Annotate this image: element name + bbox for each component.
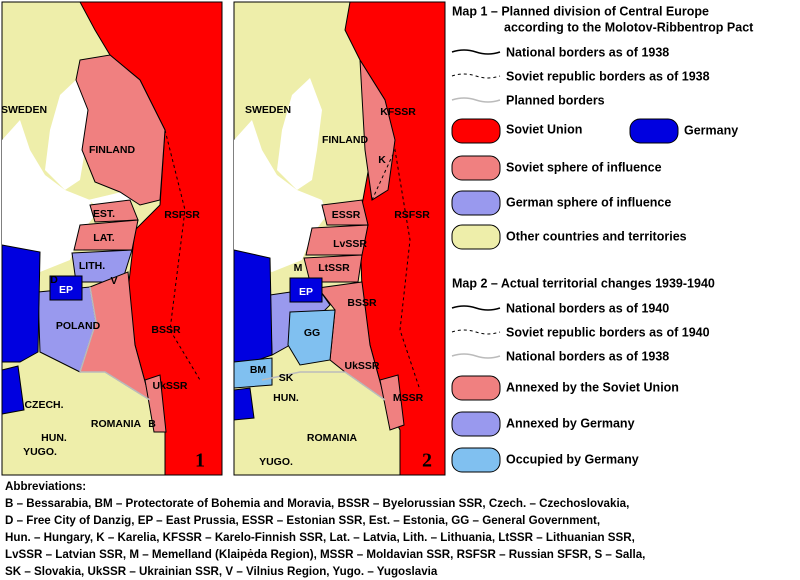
map-number: 1 xyxy=(195,450,205,472)
abbreviation-line: Hun. – Hungary, K – Karelia, KFSSR – Kar… xyxy=(5,531,635,544)
map-label: FINLAND xyxy=(322,134,368,146)
legend-line xyxy=(451,73,501,79)
legend-label: Germany xyxy=(684,123,738,137)
germany xyxy=(233,249,273,363)
map-label: ESSR xyxy=(332,209,361,221)
legend-label: Planned borders xyxy=(506,93,605,107)
east-prussia xyxy=(289,277,323,303)
map-label: ROMANIA xyxy=(307,432,358,444)
map-label: RSFSR xyxy=(394,209,430,221)
sea xyxy=(234,120,327,272)
map-number: 2 xyxy=(422,450,432,472)
germany xyxy=(233,387,255,421)
legend-title: Map 1 – Planned division of Central Euro… xyxy=(452,4,709,18)
map-label: B xyxy=(148,418,156,430)
abbreviations: Abbreviations: B – Bessarabia, BM – Prot… xyxy=(5,480,645,578)
map-label: UkSSR xyxy=(152,380,187,392)
map-label: POLAND xyxy=(56,320,101,332)
soviet-republic-border xyxy=(371,148,421,391)
legend-swatch xyxy=(629,118,679,144)
legend-label: National borders as of 1938 xyxy=(506,349,669,363)
legend-swatch xyxy=(451,155,501,181)
legend-swatch xyxy=(451,375,501,401)
sea xyxy=(277,78,322,190)
border-1938 xyxy=(261,371,386,401)
map-label: YUGO. xyxy=(259,456,293,468)
general-government xyxy=(287,309,336,366)
germany xyxy=(1,244,41,363)
karelo-finnish-ssr xyxy=(359,59,396,201)
map-label: D xyxy=(50,274,58,286)
map-label: K xyxy=(378,154,386,166)
map-label: MSSR xyxy=(393,392,424,404)
legend-label: Soviet sphere of influence xyxy=(506,160,662,174)
bessarabia xyxy=(144,374,167,433)
map-label: LtSSR xyxy=(318,262,350,274)
map-label: SWEDEN xyxy=(245,104,291,116)
abbreviation-line: D – Free City of Danzig, EP – East Pruss… xyxy=(5,514,600,527)
map-label: LAT. xyxy=(93,232,114,244)
legend-line xyxy=(451,49,501,55)
germany xyxy=(1,365,25,415)
legend-line xyxy=(451,353,501,359)
abbreviations-title: Abbreviations: xyxy=(5,480,86,493)
moldavian-ssr xyxy=(379,374,405,431)
map-label: YUGO. xyxy=(23,446,57,458)
map-label: CZECH. xyxy=(24,399,63,411)
map-label: M xyxy=(294,262,303,274)
legend-swatch xyxy=(451,224,501,250)
legend-title: according to the Molotov-Ribbentrop Pact xyxy=(504,20,754,34)
map-label: EP xyxy=(299,286,313,298)
legend-swatch xyxy=(451,118,501,144)
map-label: HUN. xyxy=(273,392,299,404)
map-label: SK xyxy=(279,372,294,384)
abbreviation-line: SK – Slovakia, UkSSR – Ukrainian SSR, V … xyxy=(5,565,438,578)
legend-label: National borders as of 1938 xyxy=(506,45,669,59)
sea xyxy=(2,120,95,272)
abbreviation-line: LvSSR – Latvian SSR, M – Memelland (Klai… xyxy=(5,548,645,561)
map-label: LvSSR xyxy=(333,238,367,250)
legend-line xyxy=(451,305,501,311)
map-label: BSSR xyxy=(151,324,181,336)
legend-label: Soviet Union xyxy=(506,122,582,136)
legend-line xyxy=(451,97,501,103)
finland xyxy=(75,54,166,206)
map-label: LITH. xyxy=(79,260,105,272)
legend-label: Soviet republic borders as of 1940 xyxy=(506,325,710,339)
legend-line xyxy=(451,329,501,335)
map-label: RSFSR xyxy=(164,209,200,221)
lithuanian-ssr xyxy=(303,254,363,283)
map-label: ROMANIA xyxy=(91,418,142,430)
map-label: EST. xyxy=(93,208,115,220)
legend-swatch xyxy=(451,411,501,437)
sea xyxy=(45,78,90,190)
map-label: BM xyxy=(250,364,267,376)
map-label: HUN. xyxy=(41,432,67,444)
map-label: GG xyxy=(304,327,320,339)
legend-label: Annexed by the Soviet Union xyxy=(506,380,679,394)
legend-swatch xyxy=(451,447,501,473)
legend-title: Map 2 – Actual territorial changes 1939-… xyxy=(452,276,715,290)
legend-swatch xyxy=(451,190,501,216)
abbreviation-line: B – Bessarabia, BM – Protectorate of Boh… xyxy=(5,497,629,510)
legend-label: Soviet republic borders as of 1938 xyxy=(506,69,710,83)
legend-label: Annexed by Germany xyxy=(506,416,635,430)
map-2: SWEDEN FINLAND KFSSR K RSFSR ESSR LvSSR LtSSR ME… xyxy=(233,1,446,476)
east-prussia xyxy=(49,275,83,301)
legend-label: National borders as of 1940 xyxy=(506,301,669,315)
legend-label: Occupied by Germany xyxy=(506,452,639,466)
map-label: SWEDEN xyxy=(1,104,47,116)
map-label: KFSSR xyxy=(380,106,416,118)
legend: Map 1 – Planned division of Central Euro… xyxy=(451,4,754,473)
map-label: UkSSR xyxy=(344,360,379,372)
map-label: BSSR xyxy=(347,297,377,309)
legend-label: Other countries and territories xyxy=(506,229,687,243)
planned-border xyxy=(78,286,151,401)
map-1: SWEDEN FINLAND RSFSR EST. LAT. LITH. DEP V POLAN… xyxy=(1,1,223,476)
map-label: FINLAND xyxy=(89,144,135,156)
map-label: V xyxy=(110,275,117,287)
legend-label: German sphere of influence xyxy=(506,195,671,209)
map-label: EP xyxy=(59,284,73,296)
